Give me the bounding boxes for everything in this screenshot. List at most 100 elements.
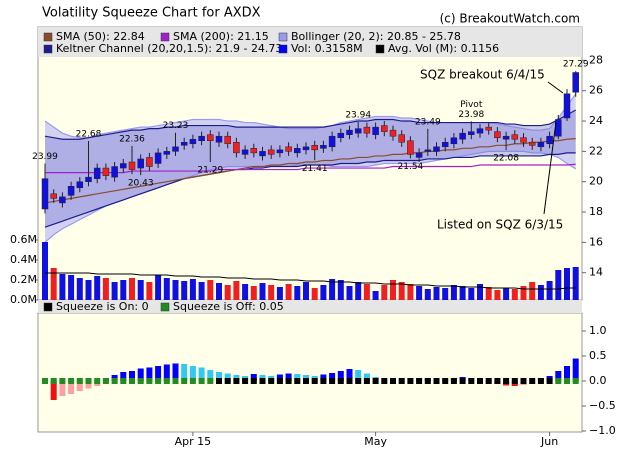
volume-bar [163,278,170,300]
legend-label: Avg. Vol (M): 0.1156 [388,42,499,55]
volume-bar [207,280,214,300]
annotation: 21.29 [197,166,223,176]
volume-bar [529,282,536,300]
volume-bar [181,281,188,300]
squeeze-bar [250,374,257,381]
candle-body [285,146,292,152]
squeeze-bar [572,358,579,381]
squeeze-dot [450,378,457,384]
volume-bar [355,282,362,300]
annotation: 21.54 [398,162,424,172]
volume-bar [102,278,109,300]
squeeze-dot [224,378,231,384]
volume-bar [285,284,292,300]
legend-label: SMA (50): 22.84 [56,30,145,43]
squeeze-dot [311,378,318,384]
candle-body [537,142,545,148]
squeeze-dot [329,378,336,384]
squeeze-dot [68,378,75,384]
volume-bar [94,276,101,300]
squeeze-dot [76,378,83,384]
copyright: (c) BreakoutWatch.com [440,12,580,26]
legend-swatch [43,44,53,54]
volume-bar [572,267,579,300]
candle-body [372,126,379,135]
squeeze-dot [268,378,275,384]
squeeze-dot [381,378,388,384]
candle-body [407,140,414,155]
squeeze-dot [172,378,179,384]
squeeze-dot [494,378,501,384]
squeeze-bar [137,368,144,381]
legend-swatch [375,44,385,54]
squeeze-bar [181,364,188,381]
candle-body [363,126,371,134]
squeeze-dot [198,378,205,384]
candle-body [137,158,144,169]
legend-box [38,27,582,57]
candle-body [76,181,84,189]
squeeze-dot [111,378,118,384]
candle-body [433,146,440,152]
candle-body [102,167,110,176]
squeeze-dot [146,378,153,384]
candle-body [389,129,397,137]
y2-tick-label: 0.6M [10,233,37,246]
candle-body [528,142,536,146]
callout: Listed on SQZ 6/3/15 [437,218,563,232]
volume-bar [120,280,127,300]
squeeze-bar [146,367,153,381]
candle-body [555,119,562,137]
squeeze-dot [181,378,188,384]
candle-body [563,93,571,119]
volume-bar [172,280,179,300]
candle-body [320,145,327,149]
callout-arrow [547,81,564,94]
x-tick-label: Jun [540,435,558,448]
candle-body [381,125,388,132]
squeeze-dot [407,378,414,384]
candle-body [450,137,458,145]
legend-label: Squeeze is On: 0 [56,300,149,313]
candle-body [346,129,353,135]
annotation: 23.23 [163,121,189,131]
legend-swatch [160,302,170,312]
x-tick-label: Apr 15 [175,435,212,448]
volume-bar [42,242,48,300]
squeeze-dot [546,378,553,384]
candle-body [502,135,510,140]
volume-bar [511,289,518,300]
annotation: 20.43 [128,179,154,189]
candle-body [337,132,345,138]
volume-bar [259,283,266,300]
squeeze-bar [76,381,83,391]
squeeze-bar [346,369,353,381]
candle-body [59,196,66,204]
squeeze-dot [216,378,222,384]
volume-bar [294,286,301,300]
squeeze-dot [529,378,536,384]
volume-bar [346,286,353,300]
legend-label: Squeeze is Off: 0.05 [173,300,284,313]
y-tick-label: 22 [589,144,603,157]
candle-body [476,128,484,134]
sma-line [45,163,576,174]
candle-body [146,157,153,167]
y-tick-label: 20 [589,175,603,188]
y-tick-label: 16 [589,235,603,248]
squeeze-tick-label: 0.5 [589,349,607,362]
annotation: 23.98 [458,110,484,120]
y2-tick-label: 0.2M [10,273,37,286]
y-tick-label: 26 [589,84,603,97]
candle-body [424,149,432,152]
candle-body [50,193,57,199]
band-lower [44,152,576,228]
volume-bar [329,279,336,300]
squeeze-bar [207,370,214,381]
squeeze-dot [564,378,570,384]
volume-bar [311,288,318,300]
squeeze-dot [294,378,301,384]
candle-body [198,135,205,141]
squeeze-dot [468,378,475,384]
squeeze-dot [276,378,283,384]
